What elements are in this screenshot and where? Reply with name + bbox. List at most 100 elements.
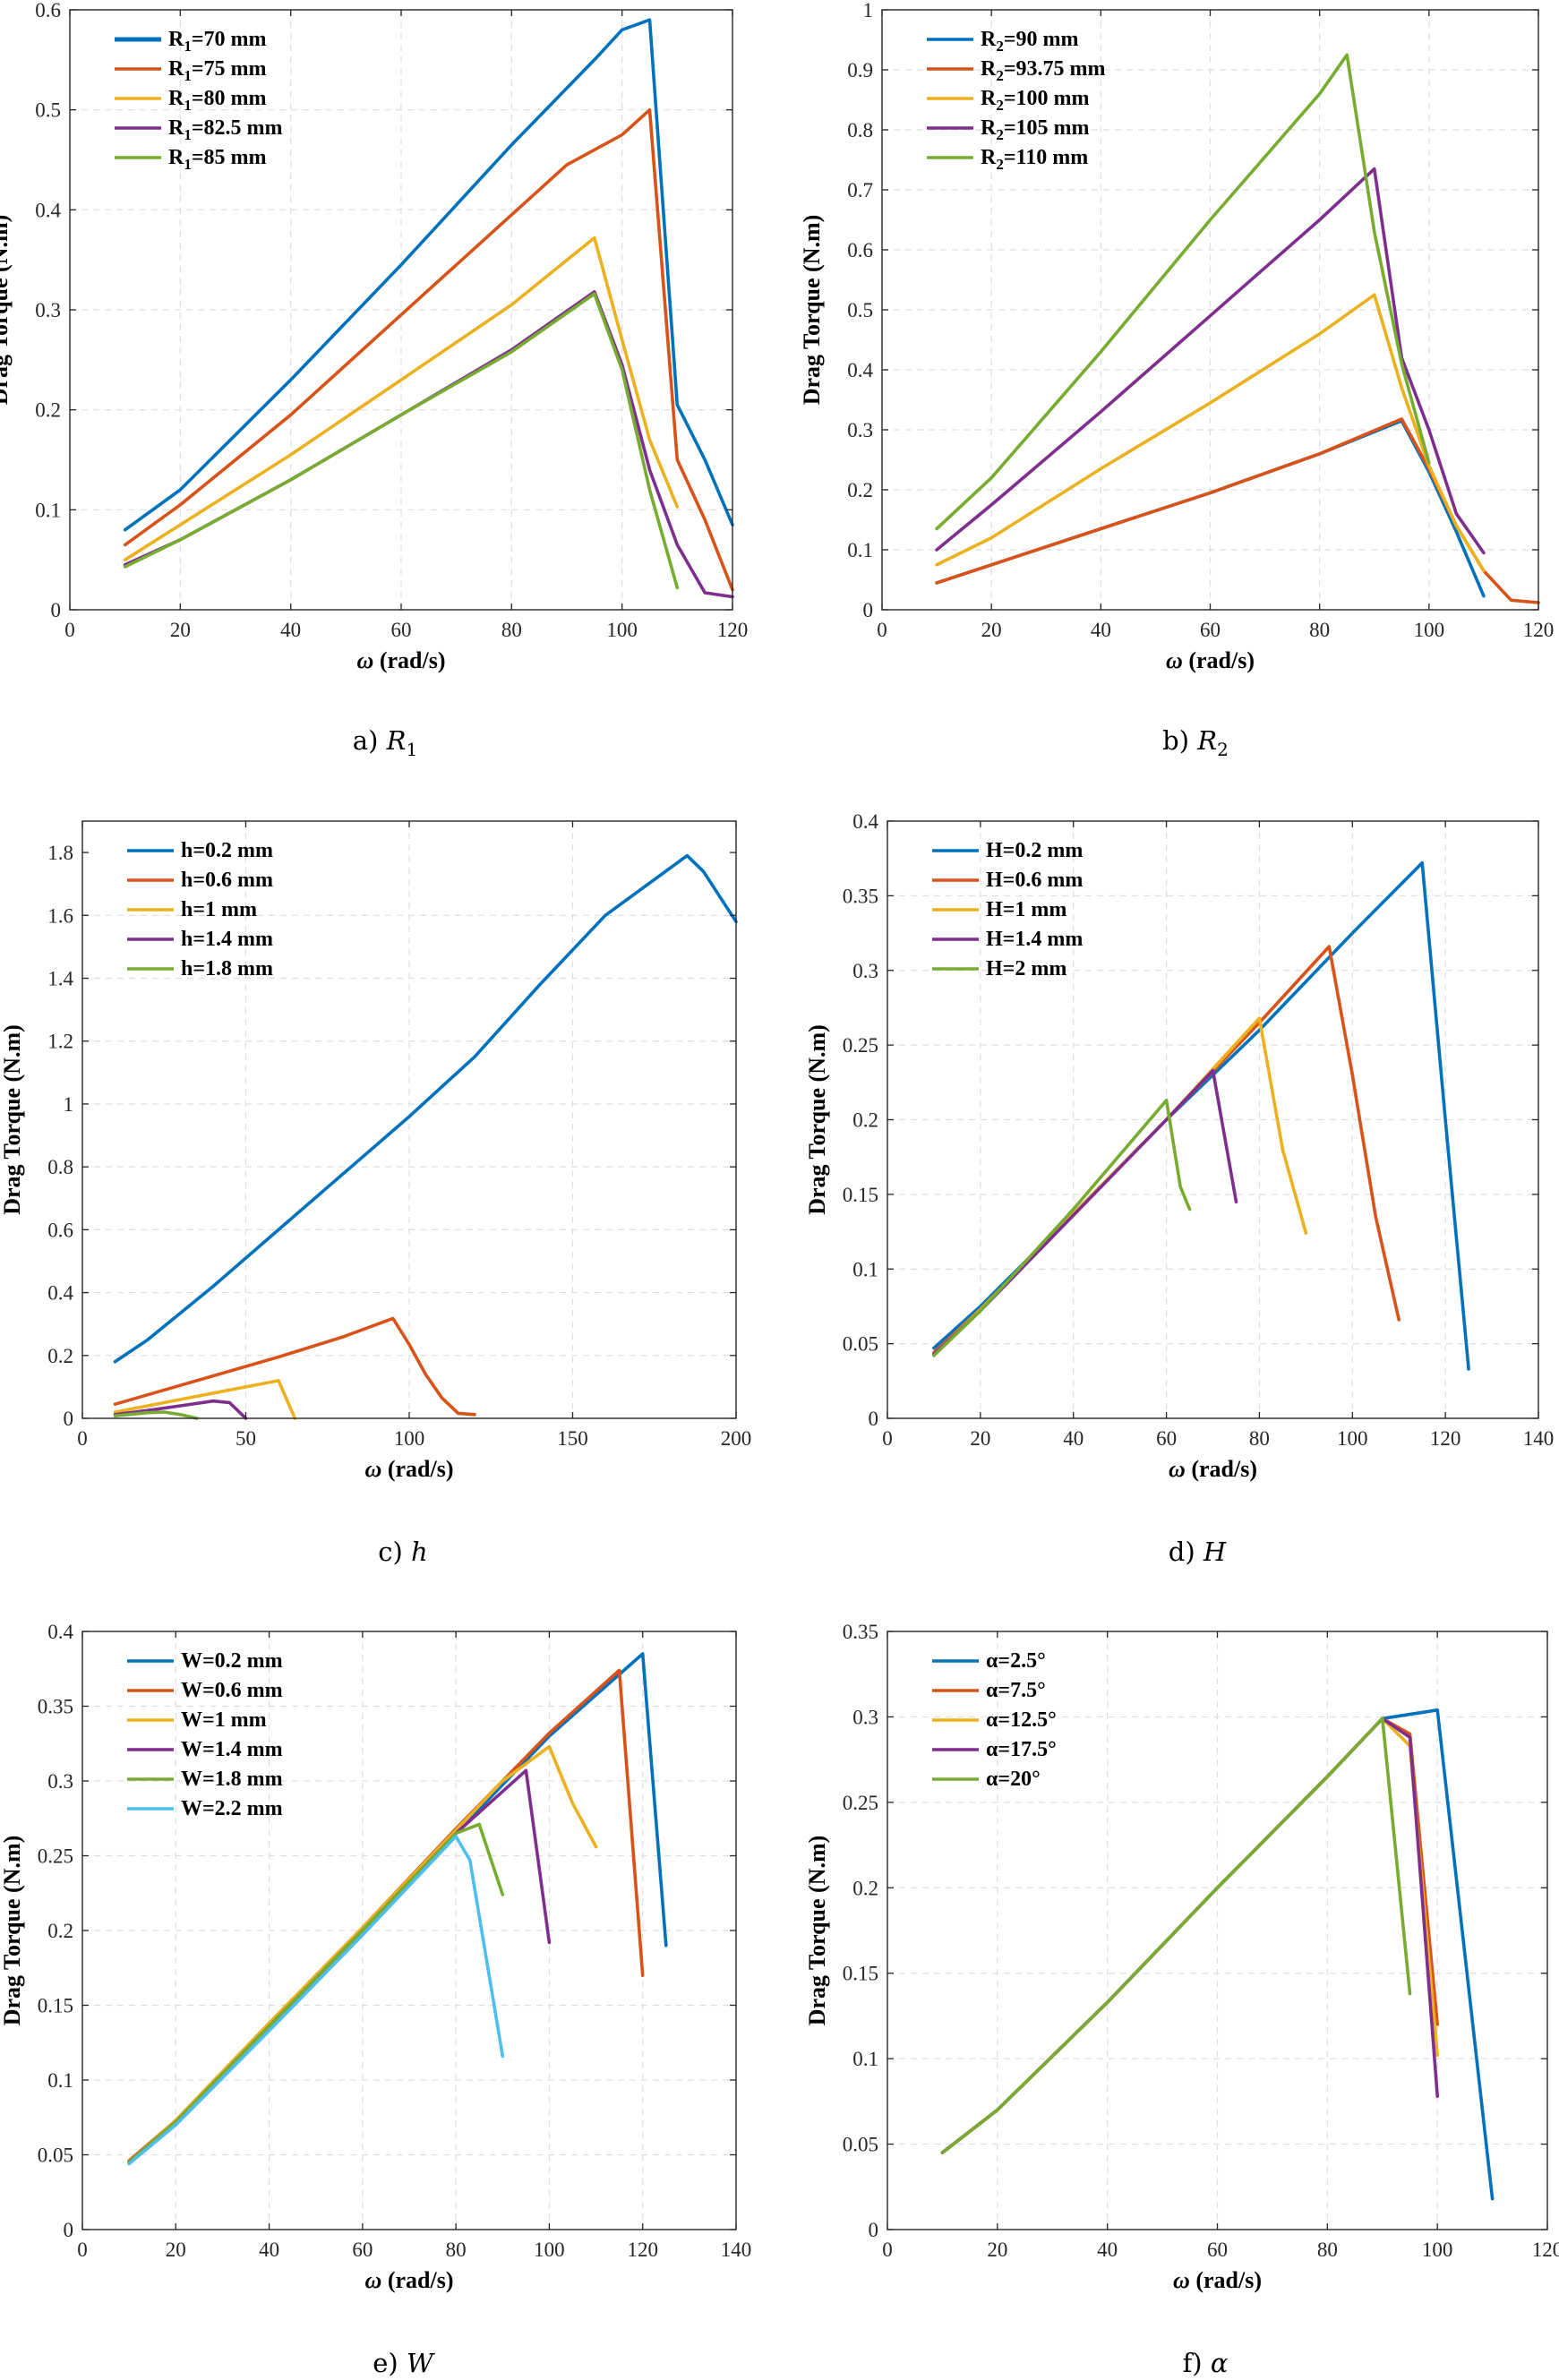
panel-caption: e) W xyxy=(373,2348,435,2378)
panel-caption: a) R1 xyxy=(353,725,417,760)
series-line-2 xyxy=(113,1316,476,1417)
y-tick-label: 0.35 xyxy=(843,885,878,907)
y-tick-label: 0.6 xyxy=(47,1219,73,1241)
legend-label: W=0.2 mm xyxy=(181,1649,283,1673)
x-tick-label: 140 xyxy=(1523,1427,1555,1450)
x-tick-label: 60 xyxy=(1200,619,1221,641)
x-tick-label: 20 xyxy=(981,619,1002,641)
y-tick-label: 0.3 xyxy=(852,1706,878,1728)
legend-label: H=1.4 mm xyxy=(986,928,1083,951)
y-tick-label: 0.5 xyxy=(847,299,873,321)
y-axis-label: Drag Torque (N.m) xyxy=(0,215,13,406)
y-tick-label: 0 xyxy=(869,1408,879,1430)
x-tick-label: 80 xyxy=(501,619,522,641)
legend-label: R2=90 mm xyxy=(981,28,1079,55)
y-axis-label: Drag Torque (N.m) xyxy=(804,1836,830,2026)
x-tick-label: 0 xyxy=(77,1427,88,1450)
legend-label: H=0.2 mm xyxy=(986,839,1083,862)
panel-caption: b) R2 xyxy=(1162,725,1229,760)
x-tick-label: 20 xyxy=(987,2239,1007,2261)
x-tick-label: 140 xyxy=(721,2239,752,2261)
x-axis-label: ω (rad/s) xyxy=(357,647,446,673)
legend-label: R2=105 mm xyxy=(981,116,1090,143)
y-tick-label: 0.15 xyxy=(843,1963,878,1985)
series-line-3 xyxy=(935,293,1486,573)
x-tick-label: 120 xyxy=(1532,2239,1559,2261)
legend-label: h=0.2 mm xyxy=(181,839,273,862)
y-tick-label: 1.8 xyxy=(47,842,73,864)
y-tick-label: 0 xyxy=(863,599,874,621)
chart-panel-4: 0 20 40 60 80 100 120 140 0 0.05 0.1 0.15 0.2 0.25 0.3… xyxy=(804,810,1554,1567)
x-axis-label: ω (rad/s) xyxy=(1166,647,1255,673)
x-tick-label: 120 xyxy=(717,619,749,641)
y-tick-label: 0.15 xyxy=(38,1995,73,2017)
y-tick-label: 0.3 xyxy=(852,960,878,982)
series-line-4 xyxy=(935,167,1486,555)
x-tick-label: 40 xyxy=(1097,2239,1118,2261)
y-tick-label: 0.3 xyxy=(847,419,873,441)
legend-label: H=1 mm xyxy=(986,898,1066,921)
x-tick-label: 100 xyxy=(534,2239,565,2261)
y-tick-label: 0 xyxy=(869,2219,879,2241)
y-tick-label: 0.05 xyxy=(843,1333,878,1356)
x-axis-label: ω (rad/s) xyxy=(365,2267,454,2293)
y-tick-label: 0 xyxy=(51,599,62,621)
y-axis-label: Drag Torque (N.m) xyxy=(0,1836,25,2026)
x-tick-label: 100 xyxy=(1422,2239,1453,2261)
x-tick-label: 20 xyxy=(166,2239,186,2261)
series-line-2 xyxy=(935,417,1540,604)
series-line-1 xyxy=(123,18,734,532)
y-tick-label: 0.05 xyxy=(843,2134,878,2156)
y-tick-label: 0.4 xyxy=(35,199,61,221)
chart-panel-3: 0 50 100 150 200 0 0.2 0.4 0.6 0.8 1 1.2 1.4 1.6 1.8 ω … xyxy=(0,820,752,1567)
y-tick-label: 0.3 xyxy=(35,299,61,321)
series-line-6 xyxy=(127,1835,505,2166)
x-tick-label: 200 xyxy=(721,1427,752,1450)
x-tick-label: 60 xyxy=(1156,1427,1177,1450)
series-line-4 xyxy=(123,290,734,599)
x-tick-label: 100 xyxy=(394,1427,425,1450)
legend-label: α=20° xyxy=(986,1768,1041,1791)
x-tick-label: 40 xyxy=(1063,1427,1084,1450)
x-tick-label: 120 xyxy=(1430,1427,1461,1450)
legend-label: H=2 mm xyxy=(986,957,1066,980)
legend-label: R1=70 mm xyxy=(168,28,267,55)
y-tick-label: 0.2 xyxy=(35,399,61,422)
legend-label: R2=100 mm xyxy=(981,87,1090,114)
x-tick-label: 80 xyxy=(1317,2239,1338,2261)
y-tick-label: 0.1 xyxy=(35,499,61,521)
y-tick-label: 0.15 xyxy=(843,1184,878,1206)
y-tick-label: 0.25 xyxy=(843,1034,878,1057)
y-axis-label: Drag Torque (N.m) xyxy=(0,1024,25,1215)
x-tick-label: 100 xyxy=(606,619,638,641)
series-line-1 xyxy=(113,853,738,1364)
y-tick-label: 0.2 xyxy=(852,1109,878,1132)
x-tick-label: 60 xyxy=(352,2239,373,2261)
y-tick-label: 0.2 xyxy=(847,479,873,501)
panel-caption: d) H xyxy=(1169,1537,1227,1567)
legend-label: h=1.4 mm xyxy=(181,928,273,951)
legend-label: h=1 mm xyxy=(181,898,257,921)
x-tick-label: 100 xyxy=(1337,1427,1368,1450)
y-tick-label: 0 xyxy=(64,1408,74,1430)
series-line-2 xyxy=(123,107,734,592)
y-tick-label: 0.05 xyxy=(38,2145,73,2167)
x-tick-label: 0 xyxy=(64,619,75,641)
panel-caption: c) h xyxy=(378,1537,427,1567)
x-tick-label: 0 xyxy=(877,619,887,641)
chart-panel-1: 0 20 40 60 80 100 120 0 0.1 0.2 0.3 0.4 0.5 0.6 ω (rad… xyxy=(0,0,748,760)
y-tick-label: 0.5 xyxy=(35,99,61,122)
legend-label: R1=82.5 mm xyxy=(168,116,283,143)
y-axis-label: Drag Torque (N.m) xyxy=(804,1024,830,1215)
y-tick-label: 1.6 xyxy=(47,904,73,927)
legend-label: R2=110 mm xyxy=(981,146,1088,173)
legend-label: W=0.6 mm xyxy=(181,1679,283,1702)
x-tick-label: 20 xyxy=(970,1427,990,1450)
y-tick-label: 1 xyxy=(64,1093,74,1116)
y-tick-label: 0.1 xyxy=(47,2069,73,2092)
y-tick-label: 0.3 xyxy=(47,1770,73,1793)
x-axis-label: ω (rad/s) xyxy=(1173,2267,1262,2293)
x-tick-label: 120 xyxy=(1523,619,1555,641)
legend-label: h=0.6 mm xyxy=(181,869,273,892)
series-line-5 xyxy=(940,1717,1412,2154)
